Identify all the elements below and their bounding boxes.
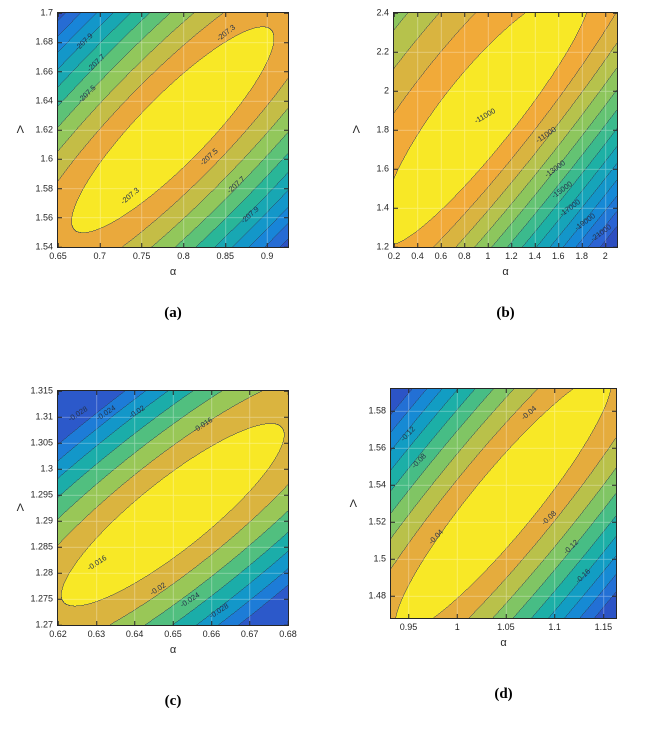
y-tick-label: 1.64 [35, 95, 53, 106]
contour-plot-a: Λ α (a) 0.65 0.7 0.75 0.8 0.85 0.9 1.54 1.56 1.5… [17, 8, 289, 321]
x-tick-label: 0.68 [279, 629, 297, 639]
x-tick-label: 2 [602, 251, 608, 261]
x-tick-label: 1.6 [552, 251, 565, 261]
y-tick-label: 1.315 [30, 385, 53, 396]
x-tick-label: 0.62 [49, 629, 67, 639]
y-tick-label: 1.31 [35, 411, 53, 422]
contour-canvas-d [391, 389, 616, 618]
x-tick-label: 1.4 [528, 251, 542, 261]
y-tick-label: 1.275 [30, 593, 53, 604]
y-tick-label: 1.66 [35, 66, 53, 76]
contour-plot-c: Λ α (c) 0.62 0.63 0.64 0.65 0.66 0.67 0.68 1.27… [17, 386, 297, 709]
y-tick-label: 1.5 [373, 553, 386, 564]
x-tick-label: 0.95 [399, 622, 418, 632]
y-tick-label: 1.52 [368, 516, 386, 527]
x-tick-label: 1.8 [575, 251, 589, 261]
y-tick-label: 2.4 [376, 7, 389, 18]
x-tick-label: 0.85 [216, 251, 235, 261]
y-tick-label: 1.295 [30, 489, 53, 500]
x-axis-label: α [169, 266, 177, 278]
y-tick-label: 2.2 [376, 46, 389, 57]
x-tick-label: 0.65 [164, 629, 182, 639]
y-tick-label: 1.2 [376, 241, 389, 252]
subfigure-caption: (d) [494, 686, 513, 702]
contour-canvas-a [58, 13, 288, 247]
y-tick-label: 1.27 [35, 619, 53, 630]
contour-canvas-b [394, 13, 617, 247]
y-tick-label: 1.58 [35, 183, 53, 193]
x-tick-label: 0.75 [132, 251, 151, 261]
y-tick-label: 2 [383, 85, 389, 96]
y-tick-label: 1.48 [368, 590, 386, 601]
x-tick-label: 0.63 [87, 629, 106, 639]
x-tick-label: 0.67 [240, 629, 259, 639]
subfigure-caption: (a) [164, 305, 182, 321]
contour-plot-b: Λ α (b) 0.2 0.4 0.6 0.8 1 1.2 1.4 1.6 1.8 2 1.2 1.4… [353, 8, 618, 321]
y-tick-label: 1.4 [376, 202, 389, 213]
y-tick-label: 1.58 [368, 405, 386, 416]
y-tick-label: 1.54 [35, 241, 53, 252]
y-axis-label: Λ [16, 502, 24, 514]
x-tick-label: 0.66 [202, 629, 221, 639]
x-tick-label: 0.2 [387, 251, 401, 261]
x-tick-label: 1.15 [594, 622, 613, 632]
x-tick-label: 1 [454, 622, 460, 632]
contour-canvas-c [58, 391, 288, 625]
y-tick-label: 1.8 [376, 124, 389, 135]
y-tick-label: 1.28 [35, 567, 53, 578]
y-axis-label: Λ [349, 497, 357, 510]
y-tick-label: 1.68 [35, 36, 53, 47]
y-tick-label: 1.56 [35, 212, 53, 223]
y-axis-label: Λ [16, 124, 24, 136]
y-tick-label: 1.54 [368, 479, 386, 490]
y-tick-label: 1.7 [40, 7, 53, 18]
x-tick-label: 1 [485, 251, 491, 261]
x-tick-label: 0.6 [434, 251, 448, 261]
x-tick-label: 0.8 [177, 251, 190, 261]
x-tick-label: 1.05 [497, 622, 515, 632]
y-tick-label: 1.6 [376, 163, 389, 174]
x-tick-label: 1.2 [505, 251, 518, 261]
y-tick-label: 1.3 [40, 463, 53, 474]
x-axis-label: α [500, 637, 507, 649]
x-tick-label: 0.4 [411, 251, 424, 261]
y-axis-label: Λ [352, 124, 360, 136]
x-axis-label: α [169, 644, 177, 656]
subfigure-caption: (c) [164, 693, 182, 709]
x-tick-label: 0.7 [93, 251, 107, 261]
y-tick-label: 1.285 [30, 541, 53, 552]
y-tick-label: 1.29 [35, 515, 53, 526]
x-tick-label: 0.8 [458, 251, 471, 261]
x-tick-label: 0.65 [49, 251, 67, 261]
x-tick-label: 0.9 [260, 251, 274, 261]
x-tick-label: 0.64 [125, 629, 144, 639]
y-tick-label: 1.62 [35, 124, 53, 135]
subfigure-caption: (b) [496, 305, 515, 321]
x-tick-label: 1.1 [548, 622, 561, 632]
y-tick-label: 1.6 [40, 153, 53, 164]
y-tick-label: 1.305 [30, 437, 53, 448]
y-tick-label: 1.56 [368, 442, 386, 453]
contour-plot-d: Λ α (d) 0.95 1 1.05 1.1 1.15 1.48 1.5 1.52 1.54 1… [350, 388, 617, 702]
x-axis-label: α [502, 266, 509, 278]
